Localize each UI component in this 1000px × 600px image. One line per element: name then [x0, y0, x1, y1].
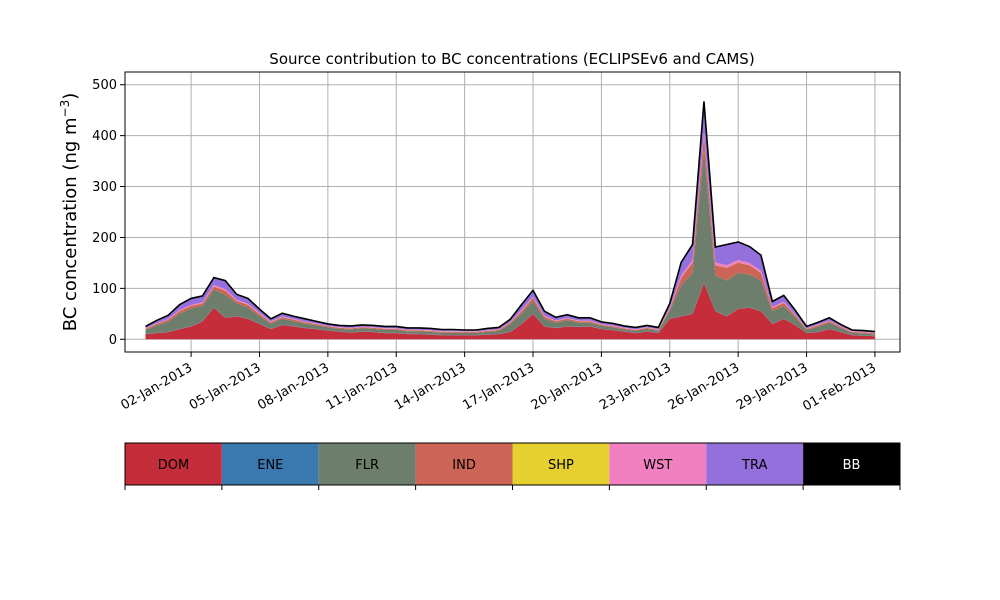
legend-label-shp: SHP: [548, 458, 574, 473]
axes-frame: [124, 71, 901, 353]
x-tick-label: 23-Jan-2013: [597, 360, 674, 413]
legend-swatch-shp: [512, 443, 610, 485]
x-tick-label: 11-Jan-2013: [324, 360, 401, 413]
legend-label-wst: WST: [643, 458, 672, 473]
area-flr: [145, 150, 875, 336]
plot-area: 0 100 200 300 400 500 02-Jan-201305-Jan-201308…: [92, 71, 901, 414]
total-line: [145, 101, 876, 333]
x-tick-label: 17-Jan-2013: [460, 360, 537, 413]
legend-label-ind: IND: [452, 458, 476, 473]
y-tick-label: 400: [92, 129, 117, 144]
legend-swatch-dom: [125, 443, 222, 485]
legend-colorbar: DOM ENE FLR IND SHP WST TRA BB: [124, 442, 901, 490]
y-tick-label: 100: [92, 282, 117, 297]
legend-label-dom: DOM: [158, 458, 189, 473]
legend-label-flr: FLR: [355, 458, 379, 473]
legend-swatch-bb: [803, 443, 900, 485]
x-tick-label: 01-Feb-2013: [800, 360, 879, 414]
x-tick-label: 08-Jan-2013: [255, 360, 332, 413]
x-tick-label: 20-Jan-2013: [529, 360, 606, 413]
y-tick-label: 200: [92, 231, 117, 246]
legend-swatch-flr: [318, 443, 416, 485]
y-tick-label: 300: [92, 180, 117, 195]
x-tick-label: 14-Jan-2013: [392, 360, 469, 413]
legend-swatch-wst: [609, 443, 707, 485]
x-tick-label: 02-Jan-2013: [119, 360, 196, 413]
legend-swatch-ene: [221, 443, 319, 485]
legend-label-bb: BB: [843, 458, 861, 473]
legend-label-ene: ENE: [257, 458, 283, 473]
x-tick-label: 26-Jan-2013: [666, 360, 743, 413]
area-dom: [145, 283, 875, 340]
y-tick-label: 500: [92, 78, 117, 93]
x-tick-label: 29-Jan-2013: [734, 360, 811, 413]
legend-label-tra: TRA: [741, 458, 767, 473]
y-axis-label: BC concentration (ng m−3): [58, 93, 81, 332]
y-tick-label: 0: [109, 333, 117, 348]
chart-title: Source contribution to BC concentrations…: [269, 50, 754, 68]
legend-swatch-tra: [706, 443, 804, 485]
legend-swatch-ind: [415, 443, 513, 485]
x-tick-label: 05-Jan-2013: [187, 360, 264, 413]
